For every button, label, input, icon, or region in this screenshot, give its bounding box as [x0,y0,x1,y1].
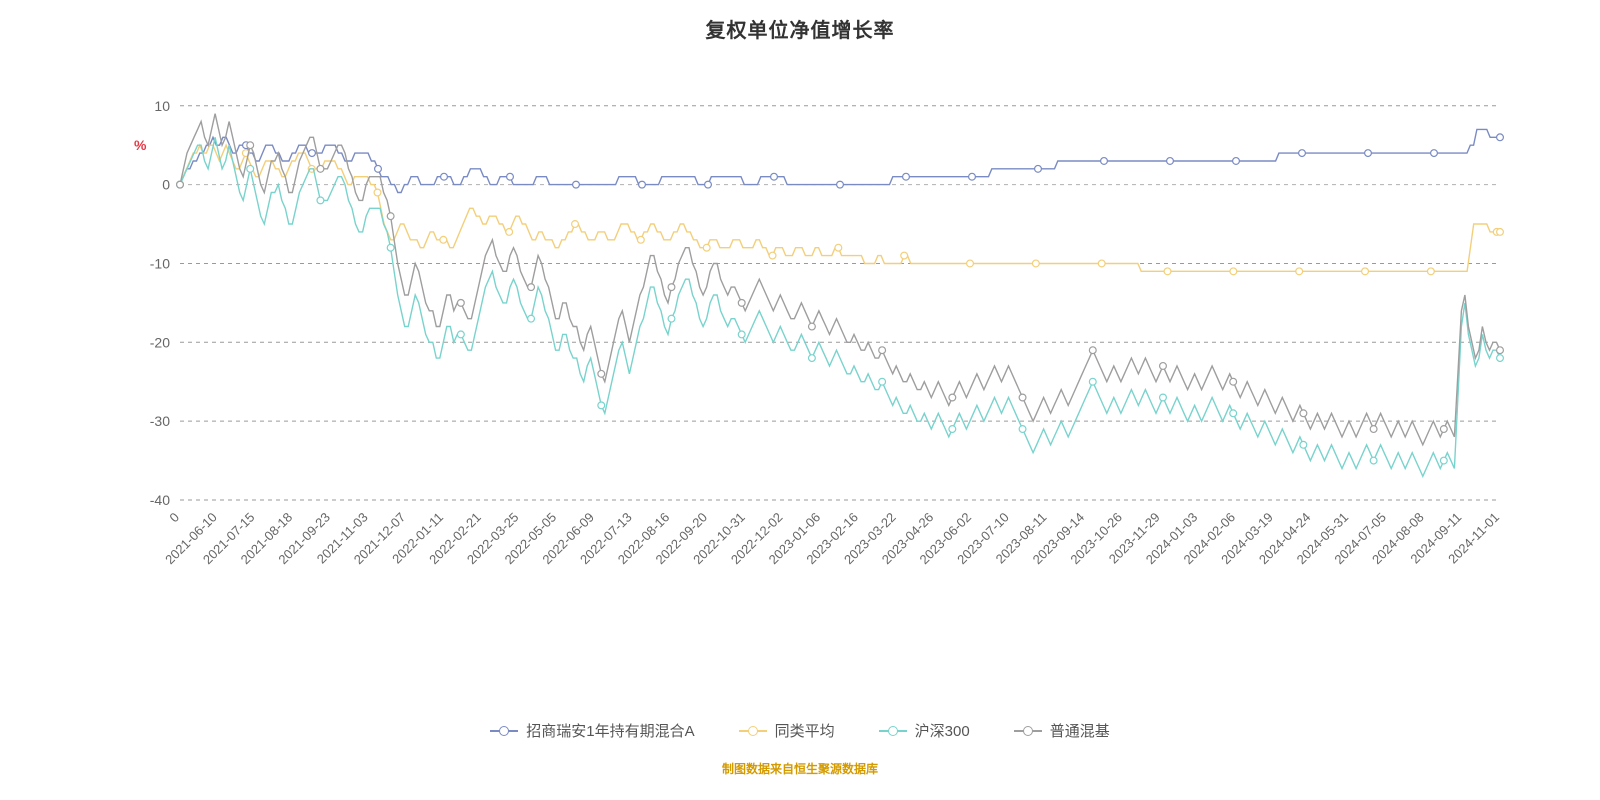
svg-text:0: 0 [166,510,182,526]
legend-item-s3: 沪深300 [879,720,970,741]
svg-text:-10: -10 [150,255,170,271]
chart-svg: 100-10-20-30-4002021-06-102021-07-152021… [0,0,1600,800]
svg-text:-30: -30 [150,413,170,429]
legend-item-s1: 招商瑞安1年持有期混合A [490,720,694,741]
legend-item-s2: 同类平均 [739,720,835,741]
svg-text:0: 0 [162,177,170,193]
series-s1 [177,129,1504,192]
svg-text:-20: -20 [150,334,170,350]
svg-text:10: 10 [154,98,170,114]
legend-label: 同类平均 [775,720,835,741]
legend-label: 普通混基 [1050,720,1110,741]
credit-line: 制图数据来自恒生聚源数据库 [0,760,1600,777]
legend-label: 招商瑞安1年持有期混合A [526,720,694,741]
svg-text:-40: -40 [150,492,170,508]
legend-item-s4: 普通混基 [1014,720,1110,741]
legend-label: 沪深300 [915,720,970,741]
legend: 招商瑞安1年持有期混合A 同类平均 沪深300 普通混基 [0,720,1600,742]
